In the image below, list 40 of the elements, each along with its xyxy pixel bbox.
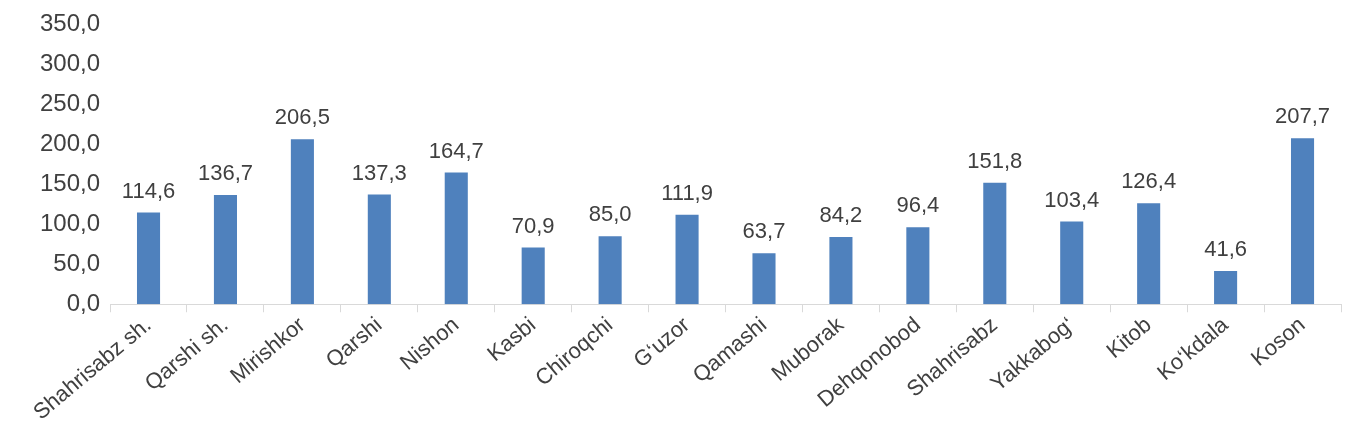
bar <box>1214 270 1238 305</box>
data-label: 111,9 <box>661 179 713 205</box>
data-label: 103,4 <box>1044 186 1100 212</box>
bar <box>1137 203 1161 305</box>
y-tick-label: 0,0 <box>66 288 101 316</box>
bar <box>367 194 391 305</box>
bar <box>444 172 468 305</box>
bar <box>983 182 1007 305</box>
y-tick-label: 300,0 <box>40 49 101 76</box>
y-tick-label: 350,0 <box>40 9 101 37</box>
data-label: 136,7 <box>197 160 253 185</box>
bar <box>675 214 699 305</box>
data-label: 41,6 <box>1204 236 1248 262</box>
data-label: 207,7 <box>1275 103 1331 129</box>
bar <box>1060 221 1084 305</box>
y-tick-label: 100,0 <box>40 208 101 236</box>
bar <box>521 247 545 305</box>
data-label: 151,8 <box>967 147 1023 173</box>
bar <box>290 139 314 305</box>
data-label: 114,6 <box>121 177 176 203</box>
bar <box>906 227 930 305</box>
data-label: 164,7 <box>428 137 484 163</box>
bar <box>829 236 853 305</box>
bar <box>136 212 161 305</box>
data-label: 63,7 <box>742 218 786 244</box>
data-label: 206,5 <box>274 104 330 130</box>
y-tick-label: 200,0 <box>40 128 101 156</box>
data-label: 126,4 <box>1121 168 1177 194</box>
data-label: 70,9 <box>511 212 555 238</box>
data-label: 84,2 <box>819 201 863 227</box>
data-label: 96,4 <box>896 192 940 218</box>
y-tick-label: 250,0 <box>40 88 101 116</box>
data-label: 85,0 <box>588 201 632 227</box>
y-tick-label: 150,0 <box>40 168 101 196</box>
bar <box>598 236 622 305</box>
data-label: 137,3 <box>351 159 407 185</box>
y-tick-label: 50,0 <box>53 248 101 276</box>
bar <box>752 253 776 305</box>
bar <box>1290 138 1315 305</box>
bar <box>213 194 237 305</box>
